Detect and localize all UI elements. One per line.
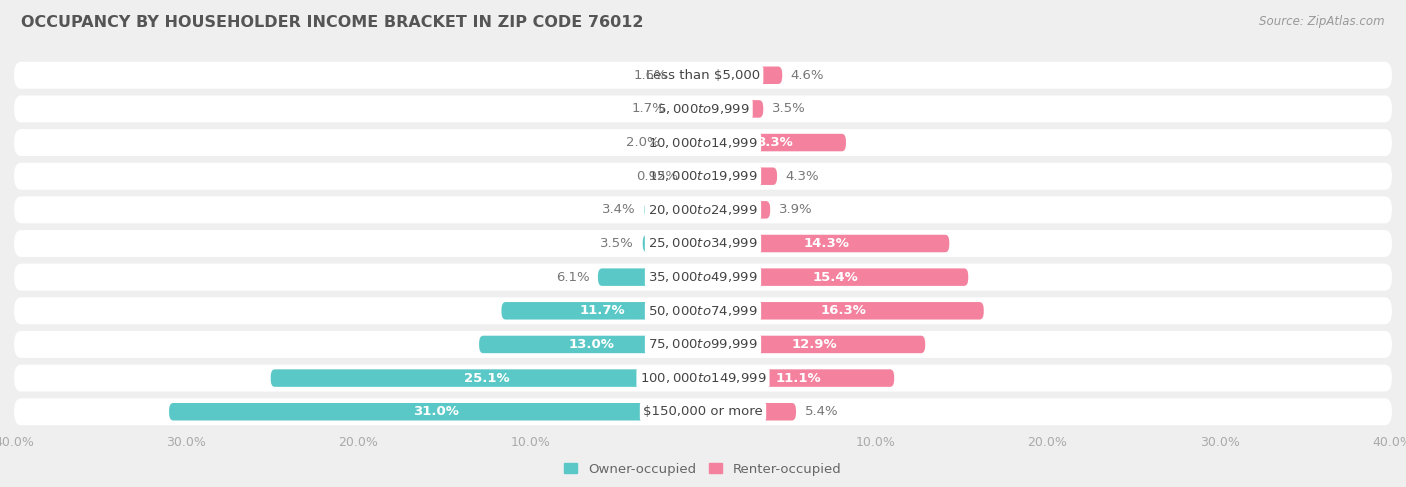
FancyBboxPatch shape [14, 298, 1392, 324]
Text: 3.9%: 3.9% [779, 204, 813, 216]
FancyBboxPatch shape [14, 331, 1392, 358]
Text: 3.4%: 3.4% [602, 204, 636, 216]
FancyBboxPatch shape [502, 302, 703, 319]
FancyBboxPatch shape [703, 201, 770, 219]
Text: Less than $5,000: Less than $5,000 [645, 69, 761, 82]
FancyBboxPatch shape [703, 134, 846, 151]
FancyBboxPatch shape [14, 163, 1392, 189]
FancyBboxPatch shape [14, 129, 1392, 156]
FancyBboxPatch shape [271, 369, 703, 387]
Text: 16.3%: 16.3% [821, 304, 866, 318]
Text: 14.3%: 14.3% [803, 237, 849, 250]
FancyBboxPatch shape [703, 235, 949, 252]
Text: $75,000 to $99,999: $75,000 to $99,999 [648, 337, 758, 352]
Text: 25.1%: 25.1% [464, 372, 509, 385]
FancyBboxPatch shape [703, 403, 796, 420]
FancyBboxPatch shape [688, 168, 703, 185]
Text: 3.5%: 3.5% [772, 102, 806, 115]
Text: 8.3%: 8.3% [756, 136, 793, 149]
FancyBboxPatch shape [643, 235, 703, 252]
Text: 4.6%: 4.6% [790, 69, 824, 82]
Text: 6.1%: 6.1% [555, 271, 589, 283]
FancyBboxPatch shape [703, 168, 778, 185]
Text: Source: ZipAtlas.com: Source: ZipAtlas.com [1260, 15, 1385, 28]
Text: $50,000 to $74,999: $50,000 to $74,999 [648, 304, 758, 318]
FancyBboxPatch shape [703, 67, 782, 84]
FancyBboxPatch shape [14, 196, 1392, 224]
Text: $35,000 to $49,999: $35,000 to $49,999 [648, 270, 758, 284]
Text: 3.5%: 3.5% [600, 237, 634, 250]
Text: $100,000 to $149,999: $100,000 to $149,999 [640, 371, 766, 385]
Text: 15.4%: 15.4% [813, 271, 859, 283]
Text: 13.0%: 13.0% [568, 338, 614, 351]
FancyBboxPatch shape [479, 336, 703, 353]
FancyBboxPatch shape [169, 403, 703, 420]
FancyBboxPatch shape [14, 398, 1392, 425]
Text: 31.0%: 31.0% [413, 405, 458, 418]
FancyBboxPatch shape [703, 302, 984, 319]
FancyBboxPatch shape [14, 263, 1392, 291]
Text: 4.3%: 4.3% [786, 169, 820, 183]
Text: 12.9%: 12.9% [792, 338, 837, 351]
Legend: Owner-occupied, Renter-occupied: Owner-occupied, Renter-occupied [560, 458, 846, 481]
FancyBboxPatch shape [675, 67, 703, 84]
FancyBboxPatch shape [703, 369, 894, 387]
Text: $5,000 to $9,999: $5,000 to $9,999 [657, 102, 749, 116]
Text: 1.6%: 1.6% [633, 69, 666, 82]
FancyBboxPatch shape [673, 100, 703, 118]
FancyBboxPatch shape [669, 134, 703, 151]
FancyBboxPatch shape [703, 100, 763, 118]
Text: $150,000 or more: $150,000 or more [643, 405, 763, 418]
Text: 1.7%: 1.7% [631, 102, 665, 115]
Text: $10,000 to $14,999: $10,000 to $14,999 [648, 135, 758, 150]
Text: 0.92%: 0.92% [637, 169, 679, 183]
FancyBboxPatch shape [703, 336, 925, 353]
Text: OCCUPANCY BY HOUSEHOLDER INCOME BRACKET IN ZIP CODE 76012: OCCUPANCY BY HOUSEHOLDER INCOME BRACKET … [21, 15, 644, 30]
Text: 2.0%: 2.0% [626, 136, 659, 149]
Text: 5.4%: 5.4% [804, 405, 838, 418]
FancyBboxPatch shape [14, 230, 1392, 257]
Text: 11.1%: 11.1% [776, 372, 821, 385]
FancyBboxPatch shape [703, 268, 969, 286]
FancyBboxPatch shape [14, 62, 1392, 89]
FancyBboxPatch shape [14, 365, 1392, 392]
Text: $25,000 to $34,999: $25,000 to $34,999 [648, 237, 758, 250]
FancyBboxPatch shape [14, 95, 1392, 122]
Text: $20,000 to $24,999: $20,000 to $24,999 [648, 203, 758, 217]
FancyBboxPatch shape [598, 268, 703, 286]
Text: 11.7%: 11.7% [579, 304, 626, 318]
Text: $15,000 to $19,999: $15,000 to $19,999 [648, 169, 758, 183]
FancyBboxPatch shape [644, 201, 703, 219]
